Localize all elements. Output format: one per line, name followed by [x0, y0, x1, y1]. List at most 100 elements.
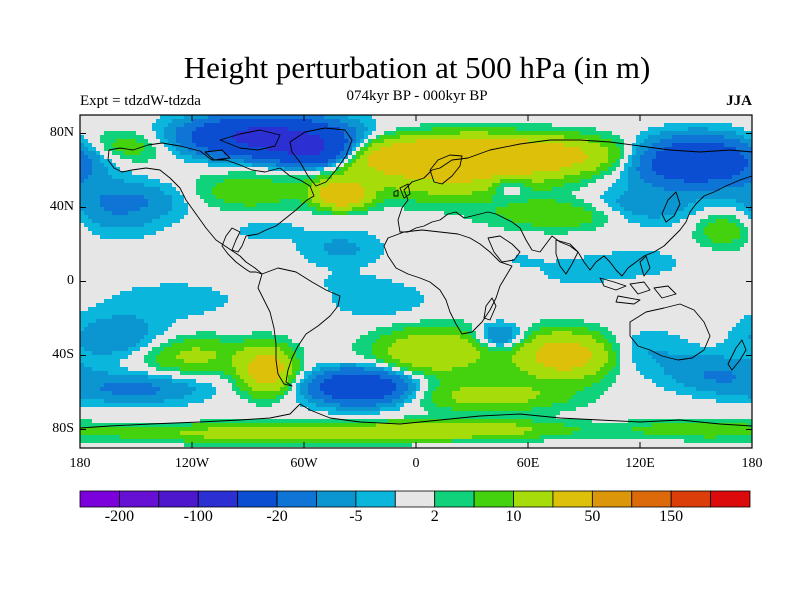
field-cell	[700, 227, 705, 232]
field-cell	[196, 155, 201, 160]
field-cell	[436, 127, 441, 132]
field-cell	[256, 135, 261, 140]
field-cell	[464, 171, 469, 176]
field-cell	[96, 231, 101, 236]
field-cell	[632, 155, 637, 160]
field-cell	[112, 155, 117, 160]
field-cell	[144, 227, 149, 232]
field-cell	[100, 223, 105, 228]
field-cell	[524, 171, 529, 176]
field-cell	[700, 187, 705, 192]
field-cell	[628, 219, 633, 224]
field-cell	[204, 127, 209, 132]
field-cell	[192, 131, 197, 136]
field-cell	[360, 119, 365, 124]
field-cell	[164, 211, 169, 216]
field-cell	[428, 191, 433, 196]
field-cell	[460, 203, 465, 208]
field-cell	[612, 199, 617, 204]
field-cell	[292, 195, 297, 200]
field-cell	[148, 155, 153, 160]
field-cell	[112, 175, 117, 180]
field-cell	[100, 227, 105, 232]
field-cell	[636, 123, 641, 128]
field-cell	[204, 163, 209, 168]
field-cell	[636, 191, 641, 196]
field-cell	[736, 191, 741, 196]
field-cell	[364, 187, 369, 192]
field-cell	[512, 155, 517, 160]
field-cell	[300, 127, 305, 132]
field-cell	[356, 195, 361, 200]
field-cell	[392, 179, 397, 184]
field-cell	[312, 231, 317, 236]
field-cell	[188, 211, 193, 216]
field-cell	[608, 195, 613, 200]
field-cell	[508, 167, 513, 172]
field-cell	[340, 143, 345, 148]
field-cell	[564, 211, 569, 216]
field-cell	[452, 191, 457, 196]
field-cell	[260, 211, 265, 216]
field-cell	[644, 191, 649, 196]
field-cell	[368, 211, 373, 216]
field-cell	[176, 175, 181, 180]
field-cell	[480, 199, 485, 204]
field-cell	[84, 215, 89, 220]
field-cell	[380, 219, 385, 224]
field-cell	[576, 207, 581, 212]
field-cell	[664, 187, 669, 192]
field-cell	[152, 195, 157, 200]
field-cell	[228, 195, 233, 200]
field-cell	[604, 219, 609, 224]
field-cell	[112, 115, 117, 120]
field-cell	[364, 135, 369, 140]
field-cell	[608, 135, 613, 140]
field-cell	[712, 151, 717, 156]
field-cell	[260, 159, 265, 164]
field-cell	[88, 179, 93, 184]
field-cell	[108, 203, 113, 208]
field-cell	[436, 227, 441, 232]
field-cell	[396, 143, 401, 148]
field-cell	[480, 143, 485, 148]
field-cell	[448, 195, 453, 200]
field-cell	[544, 199, 549, 204]
field-cell	[568, 219, 573, 224]
field-cell	[604, 187, 609, 192]
field-cell	[656, 159, 661, 164]
field-cell	[220, 123, 225, 128]
field-cell	[424, 127, 429, 132]
field-cell	[204, 155, 209, 160]
field-cell	[380, 119, 385, 124]
field-cell	[88, 183, 93, 188]
field-cell	[672, 199, 677, 204]
field-cell	[620, 151, 625, 156]
field-cell	[688, 175, 693, 180]
field-cell	[616, 171, 621, 176]
field-cell	[120, 183, 125, 188]
field-cell	[252, 127, 257, 132]
field-cell	[408, 131, 413, 136]
field-cell	[596, 211, 601, 216]
field-cell	[92, 143, 97, 148]
field-cell	[408, 143, 413, 148]
field-cell	[236, 231, 241, 236]
field-cell	[484, 139, 489, 144]
field-cell	[664, 171, 669, 176]
field-cell	[356, 151, 361, 156]
field-cell	[708, 155, 713, 160]
field-cell	[236, 135, 241, 140]
field-cell	[248, 207, 253, 212]
field-cell	[412, 151, 417, 156]
field-cell	[684, 183, 689, 188]
field-cell	[620, 191, 625, 196]
field-cell	[144, 191, 149, 196]
field-cell	[216, 115, 221, 120]
field-cell	[196, 191, 201, 196]
field-cell	[212, 131, 217, 136]
field-cell	[504, 191, 509, 196]
field-cell	[320, 219, 325, 224]
field-cell	[744, 223, 749, 228]
field-cell	[728, 219, 733, 224]
